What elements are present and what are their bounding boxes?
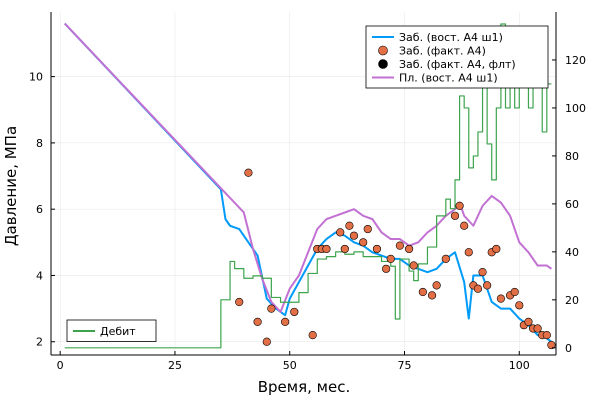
scatter-point (464, 248, 473, 257)
legend-entry-label: Заб. (вост. А4 ш1) (399, 31, 503, 44)
scatter-point (308, 331, 317, 340)
legend-box (365, 25, 549, 89)
scatter-point (450, 211, 460, 220)
scatter-point (267, 304, 276, 313)
y-tick-label-right: 80 (565, 150, 579, 163)
y-tick-label-left: 4 (36, 269, 43, 282)
scatter-point (349, 231, 359, 240)
scatter-point (409, 261, 418, 270)
scatter-point (533, 324, 542, 333)
series-layer (64, 22, 556, 350)
legend-entry-label: Заб. (факт. А4, флт) (399, 58, 516, 71)
scatter-point (262, 337, 271, 346)
scatter-point (281, 317, 290, 326)
y-tick-label-left: 2 (36, 336, 43, 349)
legend-swatch-marker (378, 45, 388, 56)
legend-swatch-marker (378, 59, 388, 69)
legend-entry-label: Пл. (вост. А4 ш1) (399, 72, 498, 85)
scatter-point (290, 307, 299, 317)
scatter-point (524, 317, 533, 326)
scatter-point (345, 221, 354, 230)
scatter-point (386, 254, 395, 263)
y-tick-label-left: 10 (29, 71, 43, 84)
x-axis-label: Время, мес. (258, 378, 350, 396)
y-tick-label-right: 40 (565, 246, 579, 259)
x-tick-label: 0 (57, 359, 64, 372)
scatter-point (336, 228, 345, 237)
y-tick-label-right: 60 (565, 198, 579, 211)
scatter-point (359, 238, 368, 247)
scatter-point (382, 264, 391, 273)
scatter-point (395, 241, 405, 250)
y-tick-label-right: 120 (565, 54, 586, 67)
scatter-point (253, 317, 262, 326)
y-tick-label-right: 100 (565, 102, 586, 115)
scatter-point (492, 244, 501, 254)
legend-box (66, 319, 157, 342)
scatter-point (542, 331, 551, 340)
scatter-point (418, 287, 427, 297)
scatter-point (340, 244, 349, 254)
legend-entry-label: Заб. (факт. А4) (399, 45, 486, 58)
y-tick-label-left: 8 (36, 137, 43, 150)
x-tick-label: 100 (509, 359, 530, 372)
scatter-point (235, 297, 244, 307)
x-tick-label: 75 (398, 359, 412, 372)
legend-bottom-left: Дебит (66, 319, 157, 342)
scatter-point (510, 287, 519, 297)
scatter-point (483, 281, 492, 290)
y-tick-label-right: 20 (565, 294, 579, 307)
scatter-point (515, 301, 524, 310)
legend-top-right: Заб. (вост. А4 ш1)Заб. (факт. А4)Заб. (ф… (365, 25, 549, 89)
scatter-point (372, 244, 382, 254)
scatter-point (441, 254, 450, 263)
y-tick-label-right: 0 (565, 342, 572, 355)
scatter-point (478, 268, 487, 277)
y-tick-label-left: 6 (36, 203, 43, 216)
scatter-point (244, 168, 253, 177)
x-tick-label: 25 (168, 359, 182, 372)
scatter-point (432, 281, 441, 290)
y-axis-label-left: Давление, МПа (2, 126, 20, 246)
scatter-point (322, 244, 331, 254)
scatter-point (547, 340, 556, 350)
scatter-point (404, 244, 414, 254)
scatter-point (427, 291, 437, 300)
scatter-point (363, 224, 372, 234)
scatter-point (496, 294, 506, 303)
series-line-1 (64, 22, 552, 313)
scatter-point (455, 201, 464, 210)
legend-entry-label: Дебит (100, 325, 136, 338)
x-tick-label: 50 (283, 359, 297, 372)
scatter-point (460, 221, 469, 230)
scatter-point (473, 284, 483, 293)
